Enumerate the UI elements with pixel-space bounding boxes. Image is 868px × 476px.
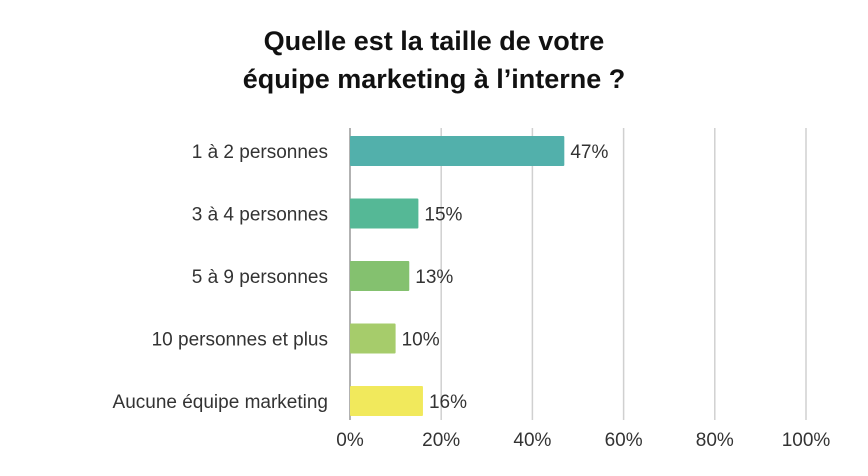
x-tick-label: 20%: [422, 430, 460, 451]
bar: [350, 198, 419, 229]
x-tick-label: 80%: [696, 430, 734, 451]
value-label: 13%: [415, 267, 453, 288]
value-label: 47%: [570, 142, 608, 163]
x-tick-label: 40%: [513, 430, 551, 451]
chart-title-line-1: Quelle est la taille de votre: [263, 26, 605, 56]
value-label: 15%: [424, 205, 462, 226]
chart-title-line-2: équipe marketing à l’interne ?: [242, 64, 626, 94]
bar: [350, 261, 410, 291]
x-tick-label: 60%: [605, 430, 643, 451]
x-tick-label: 0%: [336, 430, 364, 451]
chart-title: Quelle est la taille de votre équipe mar…: [0, 22, 868, 98]
category-label: 1 à 2 personnes: [192, 142, 328, 163]
value-label: 16%: [429, 392, 467, 413]
category-label: 5 à 9 personnes: [192, 267, 328, 288]
category-label: 3 à 4 personnes: [192, 205, 328, 226]
category-label: Aucune équipe marketing: [113, 392, 328, 413]
bar: [350, 386, 423, 416]
category-label: 10 personnes et plus: [152, 330, 328, 351]
x-tick-label: 100%: [782, 430, 831, 451]
value-label: 10%: [402, 330, 440, 351]
bar: [350, 136, 565, 166]
bar: [350, 323, 396, 354]
